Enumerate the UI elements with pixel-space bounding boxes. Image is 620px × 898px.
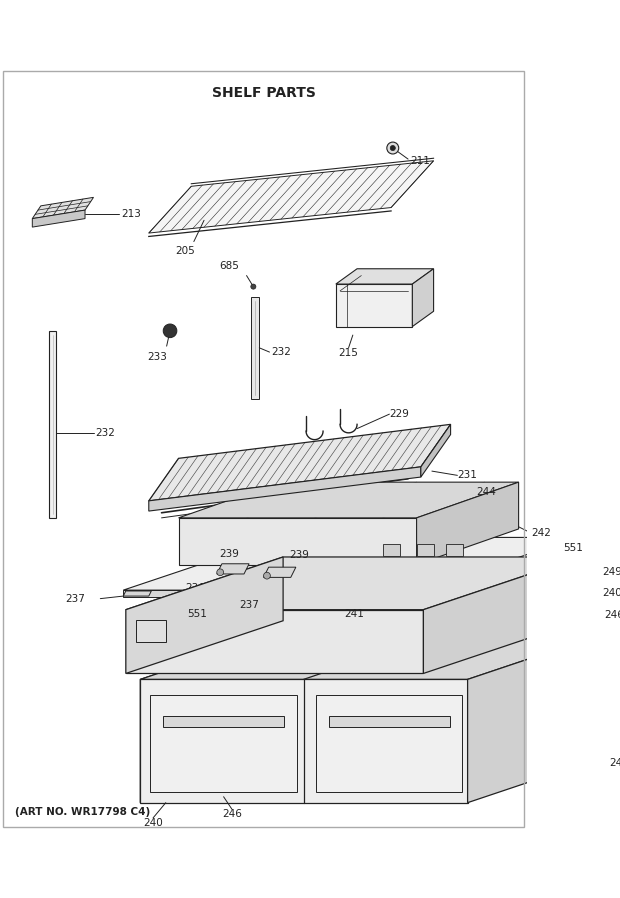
Text: SHELF PARTS: SHELF PARTS [211,86,316,100]
Polygon shape [32,210,85,227]
Text: 249: 249 [602,568,620,577]
Text: 213: 213 [122,208,141,218]
Text: 252: 252 [191,475,211,485]
Circle shape [217,568,224,576]
Polygon shape [264,568,296,577]
Polygon shape [467,635,600,803]
Text: 551: 551 [564,542,583,553]
Polygon shape [163,716,284,727]
Text: 685: 685 [219,261,239,271]
Circle shape [264,572,270,579]
Circle shape [251,284,256,289]
Circle shape [586,574,589,577]
Polygon shape [179,518,417,565]
Text: 240: 240 [143,818,163,828]
Polygon shape [126,557,581,610]
Text: 211: 211 [410,155,430,166]
Polygon shape [151,695,297,792]
Polygon shape [149,467,421,511]
Text: 236: 236 [185,584,205,594]
Text: 240: 240 [602,587,620,598]
Polygon shape [251,297,259,399]
Polygon shape [123,590,421,597]
Polygon shape [417,482,518,565]
Text: 239: 239 [289,550,309,560]
Text: 246: 246 [222,809,242,820]
Polygon shape [542,568,568,585]
Text: 232: 232 [271,348,291,357]
Polygon shape [140,680,467,803]
Text: 231: 231 [458,471,477,480]
Polygon shape [336,269,433,284]
Text: 232: 232 [95,427,115,438]
Polygon shape [336,284,412,327]
Polygon shape [412,269,433,327]
Text: 239: 239 [219,549,239,559]
Text: 241: 241 [344,609,364,619]
Circle shape [390,145,396,151]
Text: 205: 205 [175,246,195,256]
Polygon shape [417,544,433,556]
Polygon shape [126,557,283,674]
Text: 229: 229 [389,409,409,419]
Polygon shape [50,330,56,518]
Polygon shape [383,544,399,556]
Text: 237: 237 [239,601,259,611]
Polygon shape [149,425,451,501]
Polygon shape [217,564,249,574]
Circle shape [163,324,177,338]
Text: 551: 551 [187,609,207,619]
Text: 233: 233 [148,352,167,362]
Polygon shape [316,695,463,792]
Polygon shape [136,620,166,642]
Polygon shape [421,425,451,477]
Polygon shape [577,595,602,608]
Circle shape [582,570,593,581]
Text: 246: 246 [604,610,620,620]
Circle shape [387,142,399,154]
Text: 244: 244 [476,488,496,497]
Polygon shape [140,635,600,680]
Polygon shape [140,635,272,803]
Polygon shape [446,544,463,556]
Text: 215: 215 [339,348,358,357]
Polygon shape [123,537,578,590]
Text: 242: 242 [531,528,551,538]
Polygon shape [126,610,423,674]
Text: eReplacementParts.com: eReplacementParts.com [200,488,327,497]
Text: 246: 246 [406,745,427,755]
Polygon shape [149,161,433,233]
Polygon shape [179,482,518,518]
Text: 240: 240 [609,758,620,768]
Text: (ART NO. WR17798 C4): (ART NO. WR17798 C4) [16,807,151,817]
Text: 237: 237 [65,594,85,603]
Polygon shape [32,198,94,218]
Polygon shape [329,716,450,727]
Polygon shape [123,591,151,596]
Polygon shape [423,557,581,674]
